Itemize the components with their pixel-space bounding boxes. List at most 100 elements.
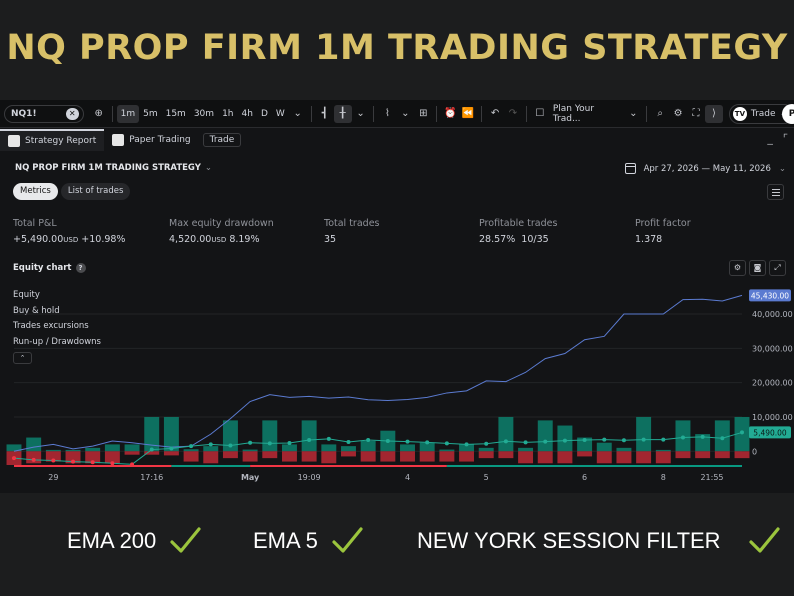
symbol-label: NQ1! xyxy=(11,108,37,119)
equity-point xyxy=(444,441,449,446)
equity-point xyxy=(169,446,174,451)
runup-bar xyxy=(85,447,101,452)
quick-search-icon[interactable]: ⌕ xyxy=(657,108,663,119)
legend-buy-hold[interactable]: Buy & hold xyxy=(13,305,60,316)
replay-icon[interactable]: ⏪ xyxy=(461,108,475,119)
interval-1m[interactable]: 1m xyxy=(116,104,140,123)
layout-dropdown-icon[interactable]: ⌄ xyxy=(629,108,638,119)
help-icon[interactable]: ? xyxy=(75,263,86,273)
date-range-selector[interactable]: Apr 27, 2026 — May 11, 2026 ⌄ xyxy=(624,163,786,174)
drawdown-bar xyxy=(65,451,81,464)
publish-button[interactable]: P xyxy=(782,104,794,124)
runup-bar xyxy=(124,444,140,452)
tab-strategy-report[interactable]: Strategy Report xyxy=(0,129,105,151)
runup-bar xyxy=(222,420,238,452)
interval-dropdown-icon[interactable]: ⌄ xyxy=(293,108,302,119)
layout-checkbox-icon[interactable]: ☐ xyxy=(535,108,545,119)
expand-chart-icon[interactable]: ⤢ xyxy=(769,260,786,276)
drawdown-bar xyxy=(163,451,179,456)
runup-bar xyxy=(439,449,455,452)
tab-paper-trading[interactable]: Paper Trading xyxy=(104,129,198,151)
calendar-icon xyxy=(624,163,636,174)
x-tick-label: 8 xyxy=(661,473,666,482)
symbol-search[interactable]: NQ1! ✕ xyxy=(4,104,84,123)
settings-icon[interactable]: ⚙ xyxy=(673,108,683,119)
subtab-metrics[interactable]: Metrics xyxy=(13,183,58,200)
equity-point xyxy=(700,434,705,439)
metric-label: Total P&L xyxy=(13,218,57,229)
period-bar xyxy=(250,465,447,467)
add-symbol-icon[interactable]: ⊕ xyxy=(94,108,103,119)
bottom-panel-tabs: Strategy Report Paper Trading Trade _ ⌜ xyxy=(0,129,794,151)
equity-point xyxy=(582,437,587,442)
alert-icon[interactable]: ⏰ xyxy=(443,108,457,119)
equity-point xyxy=(346,440,351,445)
layout-name[interactable]: Plan Your Trad... xyxy=(552,103,595,124)
runup-bar xyxy=(478,447,494,452)
equity-point xyxy=(130,462,135,467)
equity-point xyxy=(149,447,154,452)
strategy-report-icon xyxy=(8,135,20,147)
drawdown-bar xyxy=(714,451,730,459)
checkmark-icon xyxy=(332,527,363,553)
trade-panel-toggle-icon[interactable]: ⟩ xyxy=(704,104,723,123)
interval-d[interactable]: D xyxy=(260,108,268,119)
equity-point xyxy=(464,442,469,447)
metric-value: +5,490.00USD +10.98% xyxy=(13,234,126,245)
feature-ema-200: EMA 200 xyxy=(67,524,202,558)
candles-chart-type-icon[interactable]: ╂ xyxy=(333,104,352,123)
y-tick-label: 0 xyxy=(752,447,757,456)
drawdown-bar xyxy=(734,451,750,459)
drawdown-bar xyxy=(439,451,455,462)
interval-w[interactable]: W xyxy=(275,108,285,119)
undo-icon[interactable]: ↶ xyxy=(490,108,500,119)
collapse-legend-icon[interactable]: ⌃ xyxy=(13,352,32,364)
chevron-down-icon: ⌄ xyxy=(204,163,213,173)
legend-trades-excursions[interactable]: Trades excursions xyxy=(13,321,89,331)
y-tick-label: 40,000.00 xyxy=(752,310,793,319)
equity-point xyxy=(543,439,548,444)
tab-trade[interactable]: Trade xyxy=(202,133,242,147)
y-tick-label: 10,000.00 xyxy=(752,413,793,422)
interval-15m[interactable]: 15m xyxy=(165,108,186,119)
runup-bar xyxy=(636,416,652,452)
x-tick-label: 17:16 xyxy=(140,473,163,482)
last-value-label: 5,490.00 xyxy=(753,428,787,437)
drawdown-bar xyxy=(695,451,711,459)
chart-type-dropdown-icon[interactable]: ⌄ xyxy=(356,108,365,119)
chart-settings-icon[interactable]: ⚙ xyxy=(729,260,746,276)
equity-point xyxy=(51,458,56,463)
runup-bar xyxy=(203,446,219,452)
runup-bar xyxy=(557,425,573,452)
fullscreen-icon[interactable]: ⛶ xyxy=(692,108,700,119)
equity-point xyxy=(267,441,272,446)
minimize-panel-icon[interactable]: _ xyxy=(767,132,773,145)
runup-bar xyxy=(360,440,376,452)
drawdown-bar xyxy=(203,451,219,464)
last-value-label: 45,430.00 xyxy=(751,291,789,300)
drawdown-bar xyxy=(380,451,396,462)
redo-icon[interactable]: ↷ xyxy=(508,108,518,119)
bar-chart-type-icon[interactable]: ┫ xyxy=(321,108,328,119)
checkmark-icon xyxy=(170,527,201,553)
maximize-panel-icon[interactable]: ⌜ xyxy=(782,132,788,145)
interval-1h[interactable]: 1h xyxy=(222,108,234,119)
legend-runup-drawdowns[interactable]: Run-up / Drawdowns xyxy=(13,336,101,347)
indicators-dropdown-icon[interactable]: ⌄ xyxy=(401,108,410,119)
indicators-icon[interactable]: ⌇ xyxy=(384,108,390,119)
runup-bar xyxy=(537,420,553,452)
legend-equity[interactable]: Equity xyxy=(13,290,40,300)
interval-4h[interactable]: 4h xyxy=(241,108,253,119)
subtab-list-of-trades[interactable]: List of trades xyxy=(60,183,131,200)
runup-bar xyxy=(596,442,612,452)
report-menu-button[interactable] xyxy=(767,184,784,200)
screenshot-icon[interactable]: ◙ xyxy=(749,260,766,276)
runup-bar xyxy=(144,416,160,452)
templates-icon[interactable]: ⊞ xyxy=(419,108,428,119)
interval-5m[interactable]: 5m xyxy=(143,108,158,119)
runup-bar xyxy=(163,416,179,452)
drawdown-bar xyxy=(262,451,278,459)
metric-total-pnl: Total P&L +5,490.00USD +10.98% xyxy=(13,218,125,245)
strategy-selector[interactable]: NQ PROP FIRM 1M TRADING STRATEGY ⌄ xyxy=(15,163,212,173)
interval-30m[interactable]: 30m xyxy=(193,108,215,119)
